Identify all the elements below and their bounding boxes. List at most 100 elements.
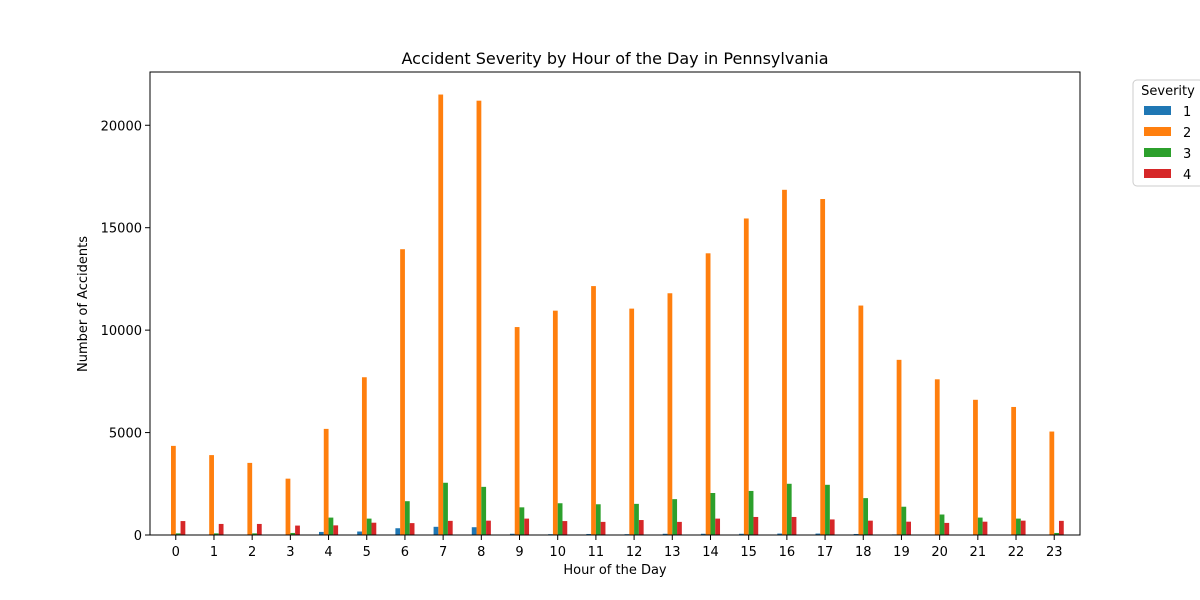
bar-severity-1-hour-11 bbox=[586, 533, 592, 535]
x-tick-label: 9 bbox=[515, 545, 523, 560]
x-tick-label: 17 bbox=[817, 545, 834, 560]
legend-swatch-1 bbox=[1144, 106, 1171, 115]
y-tick-label: 20000 bbox=[101, 119, 142, 134]
bar-severity-2-hour-18 bbox=[858, 305, 864, 535]
chart-title: Accident Severity by Hour of the Day in … bbox=[401, 49, 828, 68]
legend-swatch-3 bbox=[1144, 148, 1171, 157]
bar-severity-2-hour-9 bbox=[514, 327, 520, 535]
x-tick-label: 20 bbox=[931, 545, 948, 560]
x-tick-label: 21 bbox=[970, 545, 987, 560]
bar-severity-4-hour-6 bbox=[409, 523, 415, 535]
bar-severity-4-hour-18 bbox=[868, 520, 873, 535]
bar-severity-4-hour-19 bbox=[906, 521, 911, 535]
bar-severity-2-hour-1 bbox=[209, 455, 214, 535]
x-tick-label: 3 bbox=[286, 545, 294, 560]
bar-severity-1-hour-13 bbox=[662, 533, 668, 535]
bar-severity-2-hour-4 bbox=[323, 428, 329, 535]
bar-severity-2-hour-6 bbox=[400, 249, 405, 535]
x-axis-label: Hour of the Day bbox=[563, 563, 667, 578]
bar-severity-2-hour-7 bbox=[438, 94, 444, 535]
x-tick-label: 10 bbox=[549, 545, 566, 560]
bar-severity-3-hour-20 bbox=[939, 514, 945, 535]
bar-severity-4-hour-5 bbox=[371, 522, 377, 535]
bar-severity-2-hour-21 bbox=[973, 399, 978, 535]
bar-severity-4-hour-1 bbox=[218, 523, 224, 535]
bar-severity-4-hour-11 bbox=[600, 521, 606, 535]
x-tick-label: 2 bbox=[248, 545, 256, 560]
bar-severity-3-hour-0 bbox=[175, 533, 181, 535]
bar-severity-3-hour-14 bbox=[710, 493, 716, 535]
x-tick-label: 18 bbox=[855, 545, 872, 560]
legend-label-1: 1 bbox=[1183, 105, 1191, 120]
y-tick-label: 15000 bbox=[101, 222, 142, 237]
bar-severity-2-hour-8 bbox=[476, 100, 482, 536]
bar-severity-4-hour-17 bbox=[829, 519, 835, 535]
bar-severity-1-hour-7 bbox=[433, 526, 439, 535]
bar-severity-4-hour-3 bbox=[295, 525, 300, 535]
bar-severity-4-hour-2 bbox=[256, 523, 262, 535]
x-tick-label: 13 bbox=[664, 545, 681, 560]
bar-severity-3-hour-6 bbox=[404, 501, 410, 535]
x-tick-label: 4 bbox=[324, 545, 332, 560]
bar-severity-1-hour-4 bbox=[319, 531, 324, 535]
bar-severity-3-hour-1 bbox=[213, 533, 219, 535]
legend-swatch-4 bbox=[1144, 169, 1171, 178]
bar-severity-2-hour-16 bbox=[782, 189, 787, 536]
x-tick-label: 16 bbox=[779, 545, 796, 560]
bar-severity-3-hour-8 bbox=[481, 486, 487, 535]
bar-severity-3-hour-10 bbox=[557, 503, 563, 535]
bar-severity-4-hour-12 bbox=[638, 520, 644, 535]
y-axis-label: Number of Accidents bbox=[76, 236, 91, 372]
x-tick-label: 1 bbox=[210, 545, 218, 560]
bar-severity-4-hour-21 bbox=[982, 521, 988, 535]
x-tick-label: 7 bbox=[439, 545, 447, 560]
x-tick-label: 15 bbox=[740, 545, 757, 560]
bar-severity-1-hour-8 bbox=[471, 527, 477, 535]
x-tick-label: 5 bbox=[363, 545, 371, 560]
x-tick-label: 22 bbox=[1008, 545, 1025, 560]
bar-severity-3-hour-15 bbox=[748, 490, 754, 535]
legend-label-4: 4 bbox=[1183, 168, 1191, 183]
bar-severity-2-hour-23 bbox=[1049, 431, 1055, 535]
bar-severity-2-hour-13 bbox=[667, 293, 673, 535]
bar-severity-3-hour-21 bbox=[977, 517, 983, 535]
x-tick-label: 14 bbox=[702, 545, 719, 560]
bar-severity-3-hour-13 bbox=[672, 499, 678, 535]
bar-severity-4-hour-9 bbox=[524, 518, 530, 535]
bar-severity-2-hour-22 bbox=[1011, 406, 1017, 535]
bar-severity-2-hour-12 bbox=[629, 308, 635, 535]
bar-severity-2-hour-20 bbox=[934, 379, 940, 535]
bar-severity-2-hour-3 bbox=[285, 478, 291, 535]
bar-severity-3-hour-12 bbox=[634, 503, 639, 535]
bar-severity-4-hour-15 bbox=[753, 516, 759, 535]
bar-severity-2-hour-15 bbox=[743, 218, 749, 536]
x-tick-label: 0 bbox=[172, 545, 180, 560]
bar-severity-4-hour-4 bbox=[333, 525, 339, 535]
plot-frame bbox=[149, 71, 1081, 536]
bar-severity-4-hour-7 bbox=[447, 520, 453, 535]
bar-severity-3-hour-18 bbox=[863, 498, 869, 535]
y-tick-label: 10000 bbox=[101, 324, 142, 339]
bar-severity-1-hour-15 bbox=[739, 533, 744, 535]
bars-layer bbox=[166, 94, 1064, 536]
x-tick-label: 8 bbox=[477, 545, 485, 560]
bar-severity-3-hour-3 bbox=[290, 532, 296, 535]
bar-severity-1-hour-5 bbox=[357, 531, 362, 535]
legend-swatch-2 bbox=[1144, 127, 1171, 136]
bar-severity-1-hour-18 bbox=[853, 533, 859, 535]
bar-severity-3-hour-16 bbox=[786, 483, 792, 535]
legend: Severity 1 2 3 4 bbox=[1132, 79, 1200, 187]
bar-severity-4-hour-16 bbox=[791, 516, 797, 535]
bar-severity-2-hour-5 bbox=[361, 377, 367, 535]
bar-severity-2-hour-19 bbox=[896, 359, 902, 535]
bar-severity-3-hour-11 bbox=[595, 504, 601, 535]
x-tick-label: 11 bbox=[588, 545, 605, 560]
bar-severity-4-hour-23 bbox=[1058, 520, 1064, 535]
x-tick-label: 6 bbox=[401, 545, 409, 560]
bar-severity-2-hour-11 bbox=[591, 286, 596, 535]
bar-severity-3-hour-4 bbox=[328, 517, 334, 535]
bar-severity-4-hour-10 bbox=[562, 521, 568, 535]
bar-severity-2-hour-10 bbox=[552, 310, 558, 535]
y-tick-label: 0 bbox=[134, 529, 142, 544]
